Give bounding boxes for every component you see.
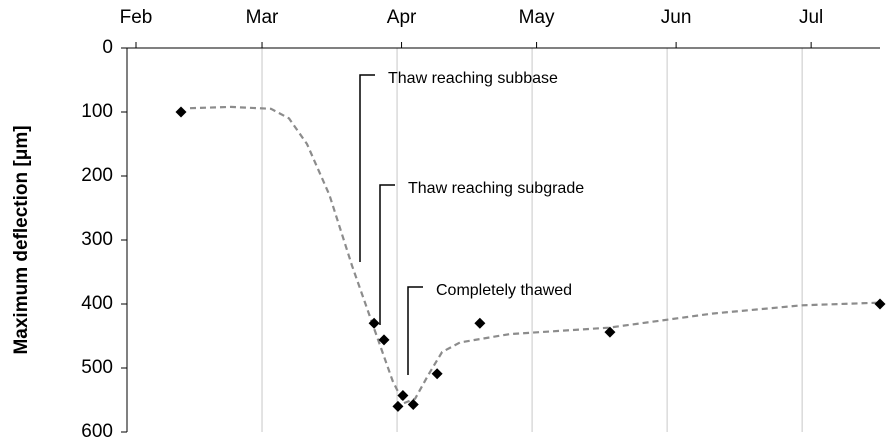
- x-tick-label: Feb: [120, 7, 153, 28]
- x-tick-label: Apr: [387, 7, 417, 28]
- data-point: [431, 368, 443, 380]
- data-point: [397, 390, 409, 402]
- trend-line: [189, 105, 879, 405]
- x-tick-label: Jul: [799, 7, 823, 28]
- x-tick-label: Jun: [661, 7, 692, 28]
- data-point: [874, 298, 886, 310]
- annotation: Thaw reaching subgrade: [408, 180, 584, 197]
- annotation: Completely thawed: [436, 282, 572, 299]
- data-point: [407, 398, 419, 410]
- data-point: [474, 317, 486, 329]
- y-tick-label: 100: [81, 101, 113, 122]
- data-point: [175, 106, 187, 118]
- x-tick-label: May: [519, 7, 555, 28]
- y-tick-label: 300: [81, 229, 113, 250]
- data-point: [378, 334, 390, 346]
- y-tick-label: 400: [81, 293, 113, 314]
- y-tick-label: 0: [102, 37, 113, 58]
- y-tick-label: 500: [81, 357, 113, 378]
- y-tick-label: 200: [81, 165, 113, 186]
- annotation-leader: [407, 286, 423, 375]
- annotation-leader: [379, 184, 395, 325]
- y-axis-label: Maximum deflection [μm]: [11, 125, 32, 354]
- data-point: [368, 317, 380, 329]
- x-tick-label: Mar: [246, 7, 279, 28]
- data-point: [604, 326, 616, 338]
- y-tick-label: 600: [81, 421, 113, 442]
- data-point: [392, 400, 404, 412]
- annotation: Thaw reaching subbase: [388, 70, 558, 87]
- annotation-leader: [359, 74, 375, 262]
